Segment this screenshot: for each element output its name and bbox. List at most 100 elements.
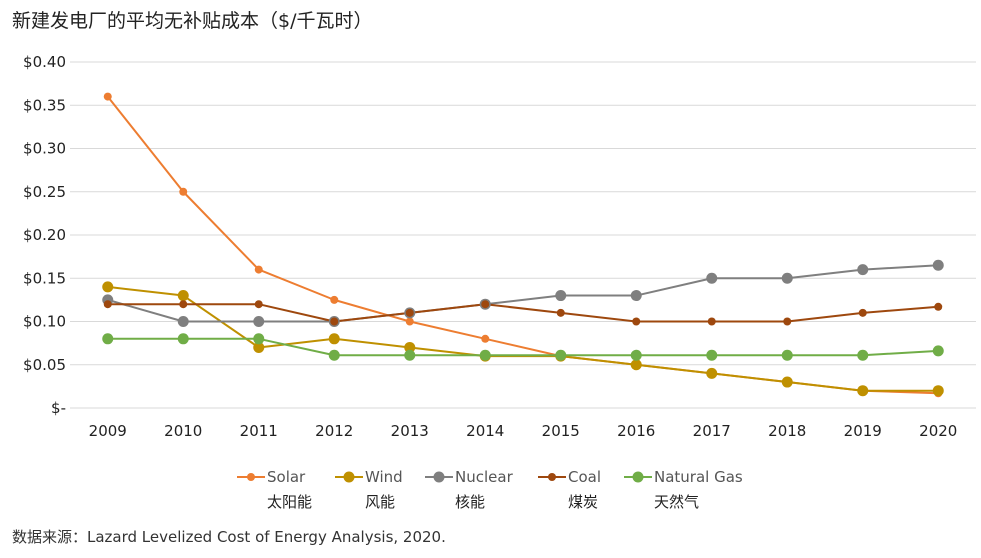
data-point-coal <box>858 308 867 317</box>
data-point-coal <box>103 300 112 309</box>
x-tick-label: 2013 <box>391 422 429 440</box>
y-tick-label: $0.35 <box>23 96 66 114</box>
legend-item: Natural Gas 天然气 <box>624 468 743 511</box>
y-tick-label: $0.05 <box>23 356 66 374</box>
legend-marker <box>548 473 556 481</box>
data-point-solar <box>330 295 339 304</box>
series-line-solar <box>106 95 939 395</box>
legend-item: Coal 煤炭 <box>538 468 601 511</box>
legend-label-cn: 核能 <box>455 493 485 511</box>
data-point-nuclear <box>857 264 869 276</box>
x-tick-label: 2009 <box>89 422 127 440</box>
data-point-natural-gas <box>253 333 265 345</box>
x-tick-label: 2011 <box>240 422 278 440</box>
data-point-coal <box>783 317 792 326</box>
x-tick-label: 2014 <box>466 422 504 440</box>
data-point-wind <box>102 281 114 293</box>
legend-label: Solar <box>267 468 306 486</box>
legend-label: Coal <box>568 468 601 486</box>
x-tick-label: 2020 <box>919 422 957 440</box>
data-point-solar <box>103 92 112 101</box>
legend-label-cn: 太阳能 <box>267 493 312 511</box>
legend-item: Nuclear 核能 <box>425 468 514 511</box>
data-point-nuclear <box>555 290 567 302</box>
y-tick-label: $0.40 <box>23 53 66 71</box>
data-point-natural-gas <box>932 345 944 357</box>
x-axis-ticks: 2009 2010 2011 2012 2013 2014 2015 2016 2017 2018… <box>89 422 958 440</box>
data-point-coal <box>179 300 188 309</box>
y-tick-label: $0.20 <box>23 226 66 244</box>
data-point-natural-gas <box>706 349 718 361</box>
data-point-wind <box>630 359 642 371</box>
data-point-solar <box>405 317 414 326</box>
y-axis-ticks: $- $0.05 $0.10 $0.15 $0.20 $0.25 $0.30 $0.35 $0.… <box>23 53 66 417</box>
data-point-wind <box>706 367 718 379</box>
data-point-coal <box>254 300 263 309</box>
y-tick-label: $0.30 <box>23 140 66 158</box>
series-line-nuclear <box>107 264 939 323</box>
series-line-coal <box>107 303 939 323</box>
data-point-coal <box>556 308 565 317</box>
legend-marker <box>343 471 355 483</box>
data-point-natural-gas <box>555 349 567 361</box>
data-point-natural-gas <box>177 333 189 345</box>
data-point-wind <box>328 333 340 345</box>
data-point-natural-gas <box>857 349 869 361</box>
x-tick-label: 2019 <box>844 422 882 440</box>
y-tick-label: $0.10 <box>23 313 66 331</box>
data-point-natural-gas <box>479 349 491 361</box>
data-point-solar <box>179 187 188 196</box>
data-point-coal <box>632 317 641 326</box>
legend-marker <box>433 471 445 483</box>
chart-title: 新建发电厂的平均无补贴成本（$/千瓦时） <box>12 10 373 32</box>
legend-item: Solar 太阳能 <box>237 468 312 511</box>
data-point-coal <box>707 317 716 326</box>
data-point-wind <box>857 385 869 397</box>
data-point-natural-gas <box>102 333 114 345</box>
series-line-natural-gas <box>107 337 939 357</box>
legend-item: Wind 风能 <box>335 468 403 511</box>
x-tick-label: 2010 <box>164 422 202 440</box>
legend-marker <box>632 471 644 483</box>
data-point-natural-gas <box>630 349 642 361</box>
gridlines <box>70 61 976 409</box>
data-point-wind <box>781 376 793 388</box>
data-point-coal <box>405 308 414 317</box>
legend-label: Nuclear <box>455 468 514 486</box>
data-point-natural-gas <box>781 349 793 361</box>
legend-label-cn: 天然气 <box>654 493 699 511</box>
y-tick-label: $- <box>51 399 66 417</box>
x-tick-label: 2018 <box>768 422 806 440</box>
y-tick-label: $0.15 <box>23 269 66 287</box>
data-point-coal <box>330 317 339 326</box>
series-lines <box>106 95 939 395</box>
series-markers <box>102 92 944 398</box>
legend-label: Natural Gas <box>654 468 743 486</box>
legend: Solar 太阳能 Wind 风能 Nuclear 核能 Coal 煤炭 Natural Gas… <box>237 468 743 511</box>
data-point-nuclear <box>630 290 642 302</box>
data-point-coal <box>934 302 943 311</box>
data-point-nuclear <box>177 316 189 327</box>
x-tick-label: 2017 <box>693 422 731 440</box>
legend-label: Wind <box>365 468 403 486</box>
y-tick-label: $0.25 <box>23 183 66 201</box>
data-point-nuclear <box>253 316 265 327</box>
data-point-coal <box>481 300 490 309</box>
data-point-wind <box>177 290 189 302</box>
data-point-natural-gas <box>328 349 340 361</box>
data-point-natural-gas <box>404 349 416 361</box>
x-tick-label: 2016 <box>617 422 655 440</box>
source-note: 数据来源：Lazard Levelized Cost of Energy Ana… <box>12 528 446 546</box>
data-point-nuclear <box>781 272 793 284</box>
data-point-nuclear <box>932 259 944 271</box>
data-point-solar <box>481 334 490 343</box>
data-point-wind <box>932 385 944 397</box>
data-point-solar <box>254 265 263 274</box>
legend-label-cn: 煤炭 <box>568 493 598 511</box>
data-point-wind <box>253 341 265 353</box>
data-point-nuclear <box>706 272 718 284</box>
legend-marker <box>247 473 255 481</box>
x-tick-label: 2015 <box>542 422 580 440</box>
x-tick-label: 2012 <box>315 422 353 440</box>
